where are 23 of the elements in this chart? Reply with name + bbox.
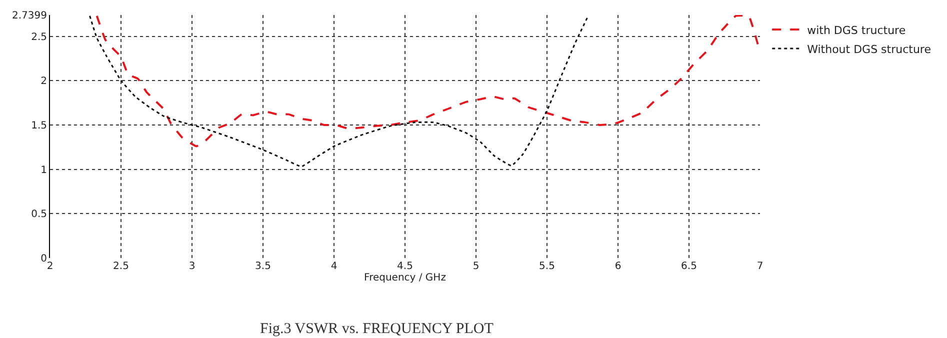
x-tick-label: 2.5 — [113, 261, 129, 272]
x-tick-label: 3 — [188, 261, 196, 272]
caption: Fig.3 VSWR vs. FREQUENCY PLOT — [260, 321, 494, 337]
y-tick-label: 2.7399 — [12, 10, 47, 22]
y-tick-label: 0 — [40, 254, 47, 264]
x-tick-label: 7 — [756, 261, 764, 272]
y-tick-label: 2.5 — [31, 32, 47, 43]
x-tick-label: 5.5 — [539, 261, 555, 272]
y-tick-label: 1.5 — [31, 120, 47, 132]
legend-label: Without DGS structure — [807, 42, 932, 56]
y-tick-label: 0.5 — [31, 209, 47, 220]
x-axis-title: Frequency / GHz — [364, 272, 446, 284]
line-series — [89, 15, 589, 168]
x-tick-label: 4.5 — [397, 261, 413, 272]
y-tick-label: 1 — [40, 164, 47, 176]
x-tick-label: 5 — [472, 261, 480, 272]
y-tick-label: 2 — [40, 76, 47, 88]
x-tick-label: 3.5 — [255, 261, 271, 272]
legend-label: with DGS tructure — [807, 24, 906, 37]
x-tick-label: 4 — [330, 261, 338, 272]
x-tick-label: 6 — [614, 261, 622, 272]
line-series — [96, 15, 760, 148]
x-tick-label: 6.5 — [681, 261, 697, 272]
